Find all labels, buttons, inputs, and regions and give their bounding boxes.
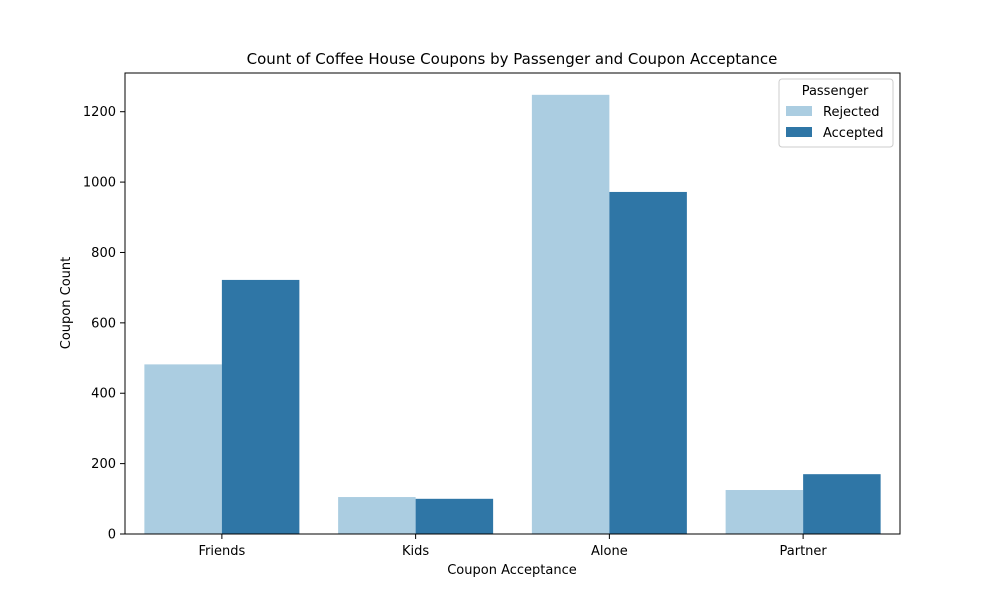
- legend: Passenger Rejected Accepted: [778, 78, 894, 148]
- bar-friends-accepted: [221, 279, 300, 534]
- y-tick-label: 400: [91, 387, 116, 402]
- y-tick-label: 1200: [83, 105, 116, 120]
- legend-label-rejected: Rejected: [823, 105, 880, 120]
- bar-kids-accepted: [415, 498, 494, 534]
- y-tick-label: 600: [91, 316, 116, 331]
- x-tick-label-friends: Friends: [198, 544, 245, 559]
- legend-swatch-accepted: [786, 127, 812, 137]
- bars-group: [144, 94, 881, 534]
- y-axis-ticks: 0 200 400 600 800 1000 1200: [83, 105, 125, 543]
- y-tick-label: 1000: [83, 176, 116, 191]
- bar-partner-accepted: [803, 474, 881, 534]
- y-axis-label: Coupon Count: [59, 257, 74, 349]
- legend-title: Passenger: [802, 84, 869, 99]
- x-axis-ticks: Friends Kids Alone Partner: [198, 534, 827, 559]
- legend-label-accepted: Accepted: [823, 126, 884, 141]
- plot-frame: [124, 72, 901, 535]
- bar-alone-accepted: [609, 191, 687, 534]
- x-tick-label-partner: Partner: [780, 544, 828, 559]
- chart-title: Count of Coffee House Coupons by Passeng…: [247, 50, 778, 68]
- bar-alone-rejected: [531, 94, 610, 534]
- bar-friends-rejected: [144, 364, 222, 534]
- bar-partner-rejected: [725, 490, 804, 534]
- y-tick-label: 0: [108, 528, 116, 543]
- x-tick-label-alone: Alone: [591, 544, 628, 559]
- x-tick-label-kids: Kids: [402, 544, 429, 559]
- bar-kids-rejected: [338, 497, 416, 534]
- y-tick-label: 800: [91, 246, 116, 261]
- y-tick-label: 200: [91, 457, 116, 472]
- legend-swatch-rejected: [786, 106, 812, 116]
- x-axis-label: Coupon Acceptance: [447, 563, 577, 578]
